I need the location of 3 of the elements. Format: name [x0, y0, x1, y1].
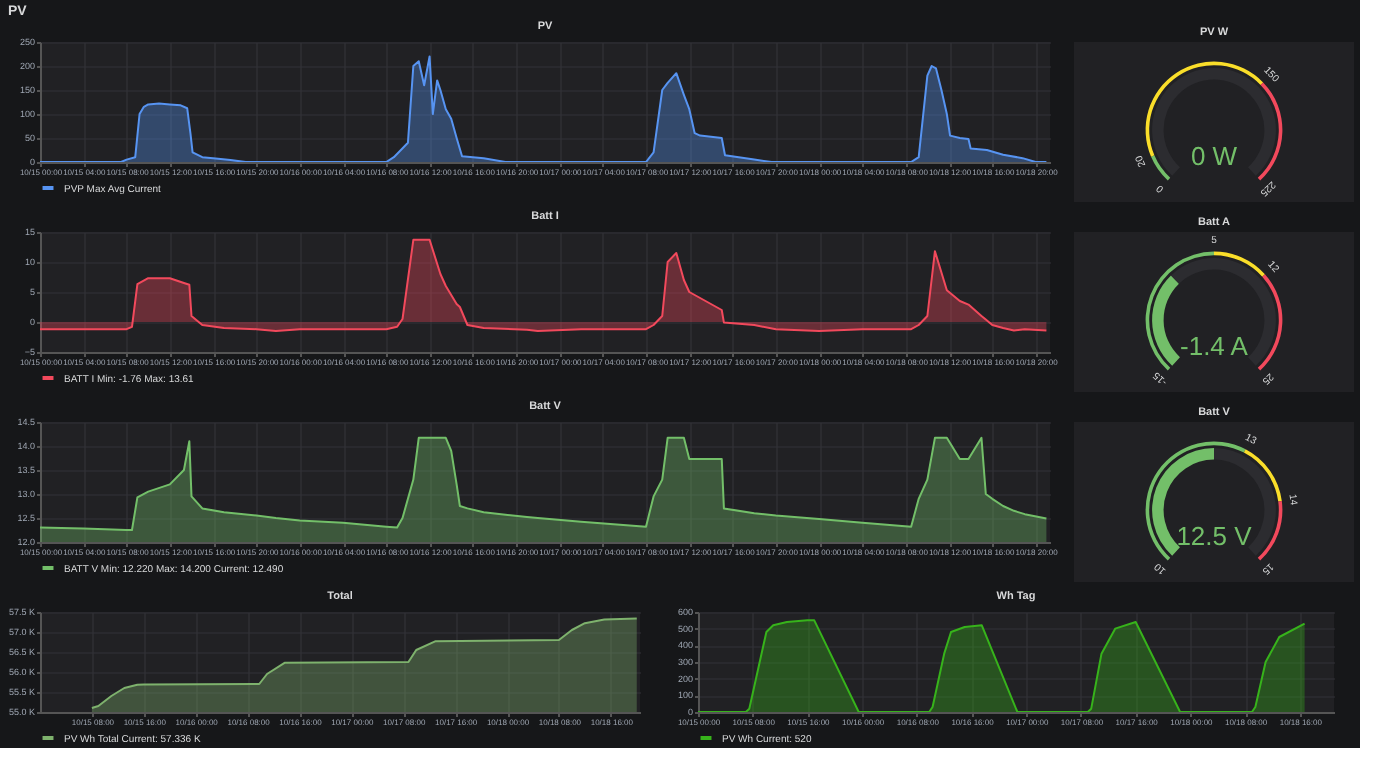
text: -1.4 A [1180, 331, 1249, 362]
text: 0 W [1190, 141, 1239, 172]
text: 12.5 V [1176, 521, 1253, 552]
